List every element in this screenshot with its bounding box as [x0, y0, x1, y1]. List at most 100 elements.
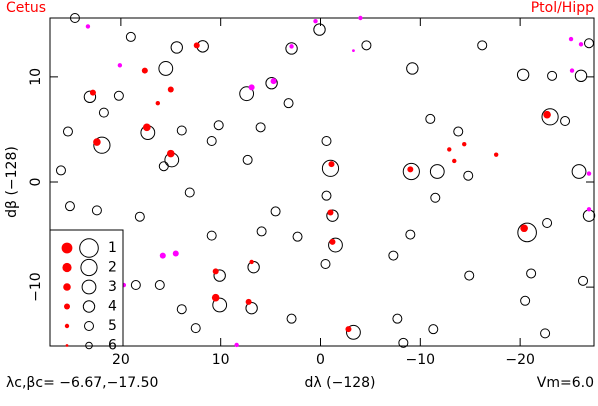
filled-star	[89, 89, 96, 96]
open-star	[477, 40, 488, 51]
legend-open	[85, 341, 93, 350]
open-star	[453, 126, 464, 137]
x-tick-label: −20	[505, 352, 535, 368]
open-star	[98, 107, 109, 118]
open-star	[547, 70, 558, 81]
filled-star	[543, 110, 551, 119]
open-star	[184, 187, 195, 198]
open-star	[190, 323, 201, 334]
open-star	[313, 23, 326, 36]
filled-star	[167, 86, 174, 93]
filled-star	[249, 259, 254, 265]
open-star	[578, 275, 589, 286]
filled-star	[327, 209, 334, 216]
filled-star	[211, 293, 220, 302]
filled-star	[462, 141, 467, 147]
filled-star	[155, 100, 161, 106]
open-star	[176, 125, 187, 136]
legend-open	[81, 279, 97, 295]
legend-filled	[64, 323, 70, 329]
filled-star	[85, 24, 91, 29]
filled-star	[166, 149, 175, 158]
y-tick-label: 10	[28, 68, 44, 86]
open-star	[206, 230, 217, 241]
open-star	[158, 61, 174, 76]
filled-star	[568, 36, 574, 42]
open-star	[285, 42, 298, 55]
y-axis-label: dβ (−128)	[4, 146, 20, 218]
open-star	[321, 136, 332, 146]
open-star	[388, 250, 399, 261]
filled-star	[117, 63, 123, 68]
open-star	[428, 324, 439, 335]
x-tick-label: 0	[316, 352, 325, 368]
open-star	[320, 259, 331, 269]
title-left: Cetus	[6, 0, 46, 16]
x-tick-label: 10	[212, 352, 230, 368]
open-star	[55, 165, 66, 176]
legend-label: 5	[108, 318, 117, 334]
open-star	[392, 313, 403, 324]
filled-star	[93, 138, 101, 146]
legend-open	[82, 300, 96, 313]
filled-star	[143, 123, 151, 132]
open-star	[134, 211, 145, 222]
filled-star	[248, 84, 255, 91]
filled-star	[407, 166, 414, 173]
filled-star	[329, 238, 336, 245]
open-star	[361, 40, 372, 51]
filled-star	[578, 42, 584, 47]
legend-open	[84, 321, 94, 331]
legend-label: 6	[108, 338, 117, 354]
open-star	[429, 164, 445, 179]
filled-star	[586, 207, 592, 212]
filled-star	[212, 268, 219, 275]
filled-star	[245, 298, 252, 305]
open-star	[321, 159, 340, 177]
open-star	[270, 206, 281, 217]
legend-label: 4	[108, 299, 117, 315]
open-star	[540, 328, 551, 339]
footer-left: λc,βc= −6.67,−17.50	[6, 375, 158, 391]
filled-star	[159, 252, 166, 259]
open-star	[346, 324, 361, 340]
open-star	[265, 76, 278, 90]
open-star	[286, 313, 297, 324]
open-star	[292, 231, 303, 242]
open-star	[255, 122, 266, 133]
open-star	[560, 116, 571, 127]
open-star	[464, 270, 475, 281]
filled-star	[452, 158, 457, 164]
open-star	[326, 209, 339, 222]
open-star	[520, 295, 531, 306]
filled-star	[493, 152, 499, 157]
footer-right: Vm=6.0	[537, 375, 594, 391]
open-star	[170, 41, 183, 54]
open-star	[398, 337, 409, 348]
y-tick-label: 0	[28, 178, 44, 187]
open-star	[130, 280, 141, 291]
filled-star	[520, 224, 528, 233]
legend-filled	[62, 262, 72, 273]
filled-star	[586, 171, 592, 176]
open-star	[283, 98, 294, 109]
filled-star	[345, 326, 352, 333]
open-star	[212, 297, 228, 313]
filled-star	[172, 250, 179, 257]
open-star	[402, 162, 420, 181]
open-star	[406, 62, 419, 75]
legend-filled	[63, 283, 71, 291]
filled-star	[358, 15, 363, 21]
open-star	[516, 68, 530, 81]
x-axis-label: dλ (−128)	[305, 375, 376, 391]
legend-filled	[65, 344, 69, 347]
x-tick-label: −10	[406, 352, 436, 368]
open-star	[321, 190, 332, 201]
open-star	[206, 136, 217, 146]
open-star	[242, 154, 253, 165]
legend-label: 1	[108, 240, 117, 256]
open-star	[64, 201, 75, 212]
open-star	[584, 38, 595, 49]
open-star	[113, 90, 124, 101]
